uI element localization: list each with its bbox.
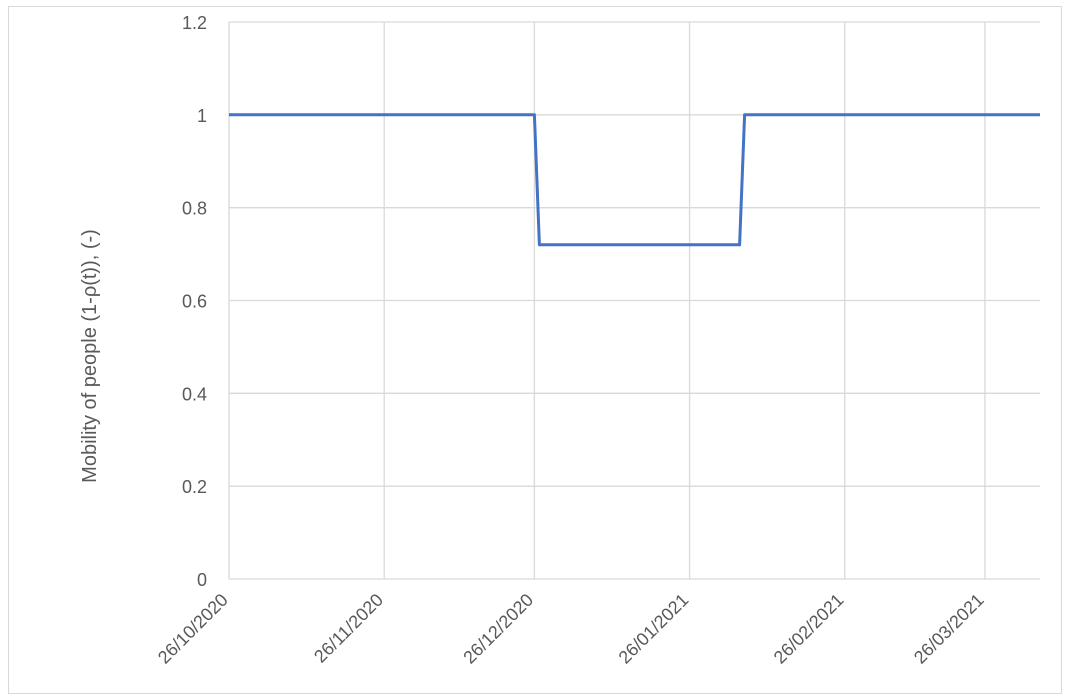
y-tick-label: 0.2 [182,477,207,497]
y-tick-label: 0.6 [182,292,207,312]
y-tick-label: 0 [197,570,207,590]
x-tick-label: 26/02/2021 [770,590,848,668]
y-tick-label: 1.2 [182,13,207,33]
grid [229,21,1040,579]
y-tick-label: 0.4 [182,384,207,404]
x-tick-label: 26/11/2020 [310,590,387,667]
y-tick-labels: 0 0.2 0.4 0.6 0.8 1 1.2 [182,13,207,590]
x-tick-label: 26/01/2021 [615,590,693,668]
series-group [229,113,1040,247]
x-tick-labels: 26/10/2020 26/11/2020 26/12/2020 26/01/2021… [154,590,988,668]
x-tick-label: 26/10/2020 [154,590,232,668]
y-tick-label: 0.8 [182,199,207,219]
x-tick-label: 26/03/2021 [910,590,988,668]
y-axis-label: Mobility of people (1-ρ(t)), (-) [79,229,101,483]
x-tick-label: 26/12/2020 [459,590,537,668]
series-line [229,113,1040,247]
chart-frame [8,6,1062,694]
y-tick-label: 1 [197,106,207,126]
